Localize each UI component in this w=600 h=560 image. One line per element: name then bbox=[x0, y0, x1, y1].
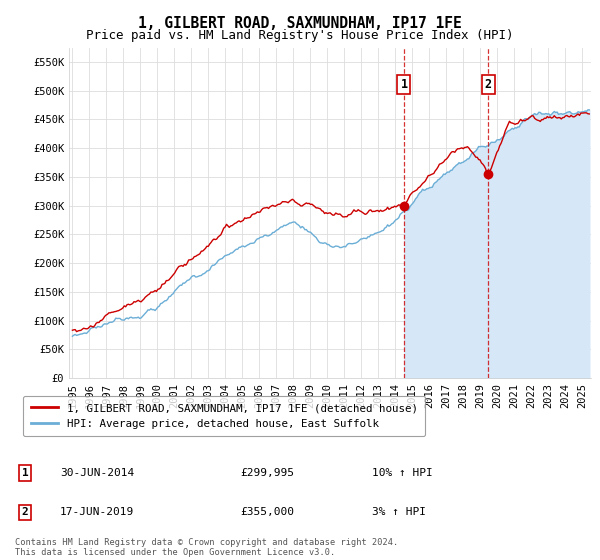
Text: 2: 2 bbox=[485, 78, 492, 91]
Text: 17-JUN-2019: 17-JUN-2019 bbox=[60, 507, 134, 517]
Legend: 1, GILBERT ROAD, SAXMUNDHAM, IP17 1FE (detached house), HPI: Average price, deta: 1, GILBERT ROAD, SAXMUNDHAM, IP17 1FE (d… bbox=[23, 395, 425, 436]
Text: 1: 1 bbox=[22, 468, 29, 478]
Text: 3% ↑ HPI: 3% ↑ HPI bbox=[372, 507, 426, 517]
Text: Contains HM Land Registry data © Crown copyright and database right 2024.
This d: Contains HM Land Registry data © Crown c… bbox=[15, 538, 398, 557]
Text: 10% ↑ HPI: 10% ↑ HPI bbox=[372, 468, 433, 478]
Text: 2: 2 bbox=[22, 507, 29, 517]
Text: 1: 1 bbox=[400, 78, 407, 91]
Text: 1, GILBERT ROAD, SAXMUNDHAM, IP17 1FE: 1, GILBERT ROAD, SAXMUNDHAM, IP17 1FE bbox=[138, 16, 462, 31]
Text: Price paid vs. HM Land Registry's House Price Index (HPI): Price paid vs. HM Land Registry's House … bbox=[86, 29, 514, 42]
Text: £355,000: £355,000 bbox=[240, 507, 294, 517]
Text: £299,995: £299,995 bbox=[240, 468, 294, 478]
Text: 30-JUN-2014: 30-JUN-2014 bbox=[60, 468, 134, 478]
